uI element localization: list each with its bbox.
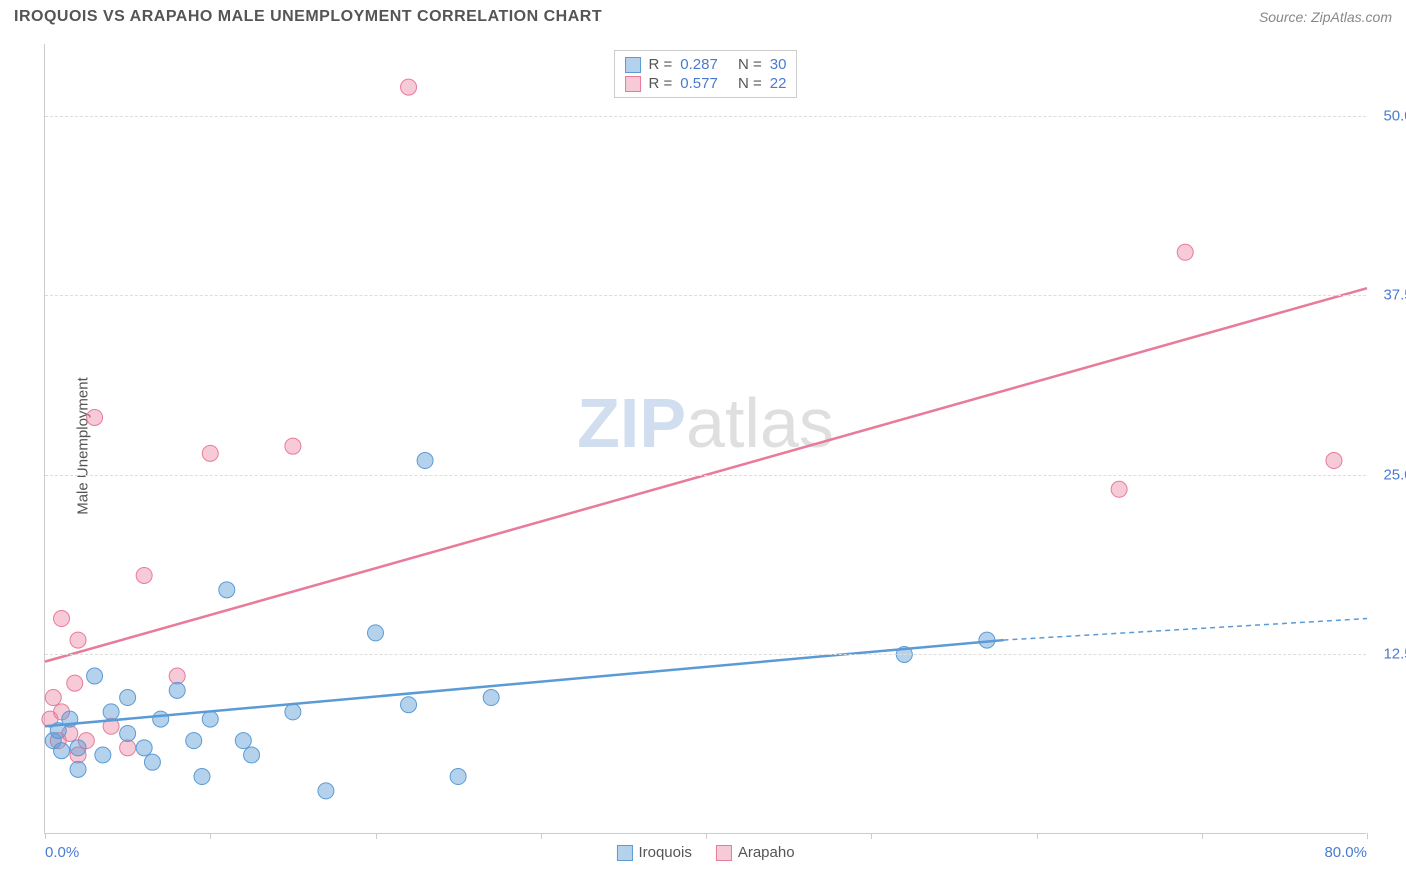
scatter-point: [219, 582, 235, 598]
y-tick-label: 25.0%: [1383, 466, 1406, 483]
scatter-point: [483, 690, 499, 706]
scatter-point: [54, 611, 70, 627]
scatter-point: [202, 445, 218, 461]
scatter-point: [144, 754, 160, 770]
scatter-point: [244, 747, 260, 763]
scatter-point: [120, 690, 136, 706]
scatter-point: [235, 733, 251, 749]
scatter-point: [70, 740, 86, 756]
scatter-point: [450, 769, 466, 785]
x-tick: [45, 833, 46, 839]
y-tick-label: 12.5%: [1383, 646, 1406, 663]
legend-row-iroquois: R = 0.287 N = 30: [625, 55, 787, 74]
scatter-point: [54, 743, 70, 759]
scatter-point: [194, 769, 210, 785]
gridline: [45, 654, 1366, 655]
scatter-point: [169, 668, 185, 684]
legend-label-arapaho: Arapaho: [738, 844, 795, 861]
scatter-point: [169, 682, 185, 698]
legend-label-iroquois: Iroquois: [638, 844, 691, 861]
legend-item-arapaho: Arapaho: [716, 844, 795, 861]
x-tick: [1367, 833, 1368, 839]
scatter-svg: [45, 44, 1366, 833]
scatter-point: [368, 625, 384, 641]
x-tick-label: 80.0%: [1324, 844, 1367, 861]
swatch-arapaho: [716, 845, 732, 861]
r-label: R =: [649, 75, 673, 92]
x-tick: [1037, 833, 1038, 839]
n-label: N =: [738, 75, 762, 92]
scatter-point: [1326, 453, 1342, 469]
scatter-point: [318, 783, 334, 799]
n-value-iroquois: 30: [770, 56, 787, 73]
scatter-point: [70, 632, 86, 648]
y-tick-label: 37.5%: [1383, 287, 1406, 304]
scatter-point: [1111, 481, 1127, 497]
series-legend: Iroquois Arapaho: [616, 844, 794, 861]
x-tick-label: 0.0%: [45, 844, 79, 861]
legend-item-iroquois: Iroquois: [616, 844, 691, 861]
x-tick: [541, 833, 542, 839]
swatch-arapaho: [625, 76, 641, 92]
scatter-point: [136, 740, 152, 756]
gridline: [45, 475, 1366, 476]
scatter-point: [95, 747, 111, 763]
scatter-point: [103, 704, 119, 720]
scatter-point: [401, 697, 417, 713]
n-label: N =: [738, 56, 762, 73]
x-tick: [871, 833, 872, 839]
trend-line-iroquois-extrapolated: [1003, 619, 1367, 641]
scatter-point: [1177, 244, 1193, 260]
scatter-point: [285, 438, 301, 454]
x-tick: [376, 833, 377, 839]
scatter-point: [417, 453, 433, 469]
x-tick: [706, 833, 707, 839]
scatter-point: [202, 711, 218, 727]
r-label: R =: [649, 56, 673, 73]
correlation-legend: R = 0.287 N = 30 R = 0.577 N = 22: [614, 50, 798, 98]
swatch-iroquois: [616, 845, 632, 861]
trend-line-iroquois: [45, 640, 1003, 726]
chart-plot-area: ZIPatlas 12.5%25.0%37.5%50.0% 0.0%80.0% …: [44, 44, 1366, 834]
source-attribution: Source: ZipAtlas.com: [1259, 9, 1392, 25]
y-tick-label: 50.0%: [1383, 107, 1406, 124]
legend-row-arapaho: R = 0.577 N = 22: [625, 74, 787, 93]
r-value-arapaho: 0.577: [680, 75, 718, 92]
r-value-iroquois: 0.287: [680, 56, 718, 73]
n-value-arapaho: 22: [770, 75, 787, 92]
scatter-point: [153, 711, 169, 727]
scatter-point: [401, 79, 417, 95]
scatter-point: [70, 761, 86, 777]
scatter-point: [87, 668, 103, 684]
scatter-point: [67, 675, 83, 691]
x-tick: [1202, 833, 1203, 839]
scatter-point: [45, 690, 61, 706]
header-bar: IROQUOIS VS ARAPAHO MALE UNEMPLOYMENT CO…: [0, 0, 1406, 32]
x-tick: [210, 833, 211, 839]
scatter-point: [120, 725, 136, 741]
swatch-iroquois: [625, 57, 641, 73]
gridline: [45, 295, 1366, 296]
scatter-point: [87, 409, 103, 425]
scatter-point: [186, 733, 202, 749]
scatter-point: [120, 740, 136, 756]
scatter-point: [136, 567, 152, 583]
scatter-point: [285, 704, 301, 720]
chart-title: IROQUOIS VS ARAPAHO MALE UNEMPLOYMENT CO…: [14, 8, 602, 26]
gridline: [45, 116, 1366, 117]
